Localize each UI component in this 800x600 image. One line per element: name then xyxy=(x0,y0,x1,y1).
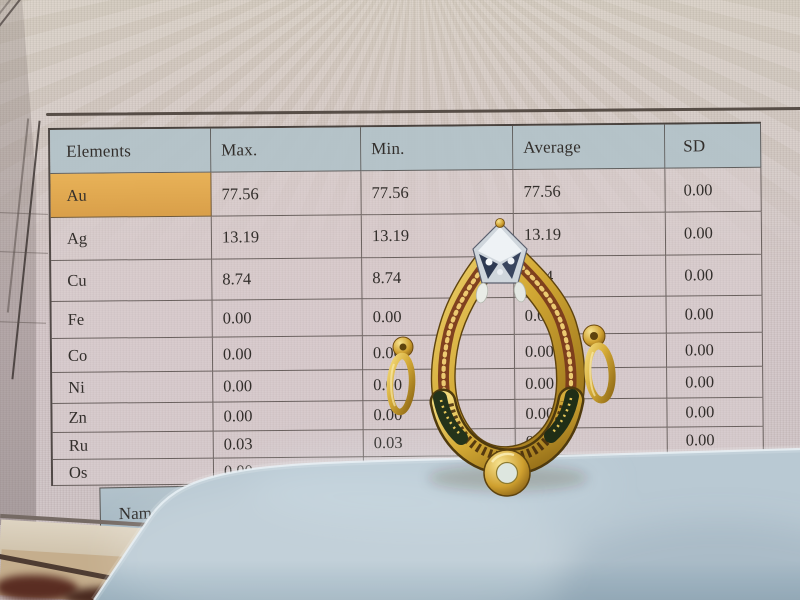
pendant-green-segment-dots xyxy=(439,399,462,436)
pendant-white-enamel-drop xyxy=(475,282,489,304)
pendant-bottom-loop xyxy=(483,449,531,497)
tray-rim-highlight xyxy=(93,447,800,600)
pendant-side-ring-right xyxy=(582,324,616,404)
pendant-white-enamel-drop xyxy=(513,281,527,303)
pendant-side-ring-left xyxy=(386,336,416,416)
pendant-green-segment-dots xyxy=(551,397,573,434)
pendant-gem-crown xyxy=(472,218,528,284)
